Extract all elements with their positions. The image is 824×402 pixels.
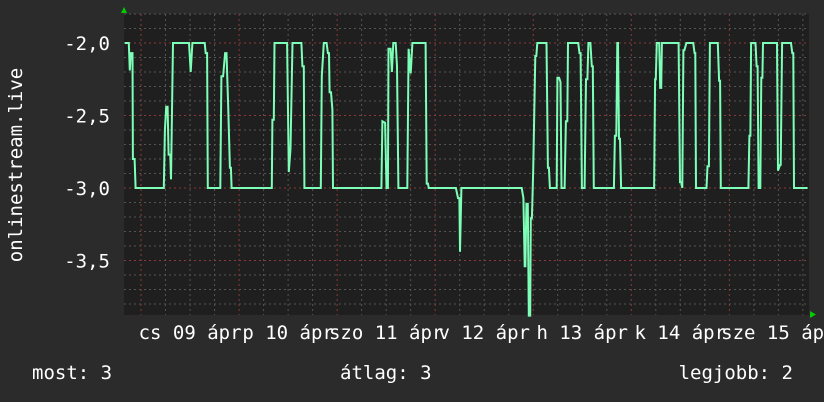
x-tick-label: sze 15 ápr: [721, 322, 824, 344]
y-axis-label: onlinestream.live: [5, 68, 27, 262]
legend-best: legjobb: 2: [678, 362, 793, 384]
x-tick-label: p 10 ápr: [242, 322, 334, 344]
x-axis-arrow-icon: [810, 311, 816, 318]
y-axis-arrow-icon: [121, 7, 127, 13]
x-tick-label: h 13 ápr: [536, 322, 628, 344]
x-tick-label: szo 11 ápr: [329, 322, 443, 344]
legend-current: most: 3: [32, 362, 113, 384]
y-tick-label: -2,0: [64, 33, 110, 55]
x-tick-label: k 14 ápr: [635, 322, 727, 344]
y-tick-label: -3,5: [64, 250, 110, 272]
y-axis-ticks: -2,0 -2,5 -3,0 -3,5: [64, 33, 110, 272]
y-tick-label: -3,0: [64, 178, 110, 200]
x-tick-label: v 12 ápr: [438, 322, 530, 344]
y-tick-label: -2,5: [64, 105, 110, 127]
series-line: [124, 42, 808, 317]
legend-average: átlag: 3: [340, 362, 432, 384]
x-tick-label: cs 09 ápr: [139, 322, 242, 344]
